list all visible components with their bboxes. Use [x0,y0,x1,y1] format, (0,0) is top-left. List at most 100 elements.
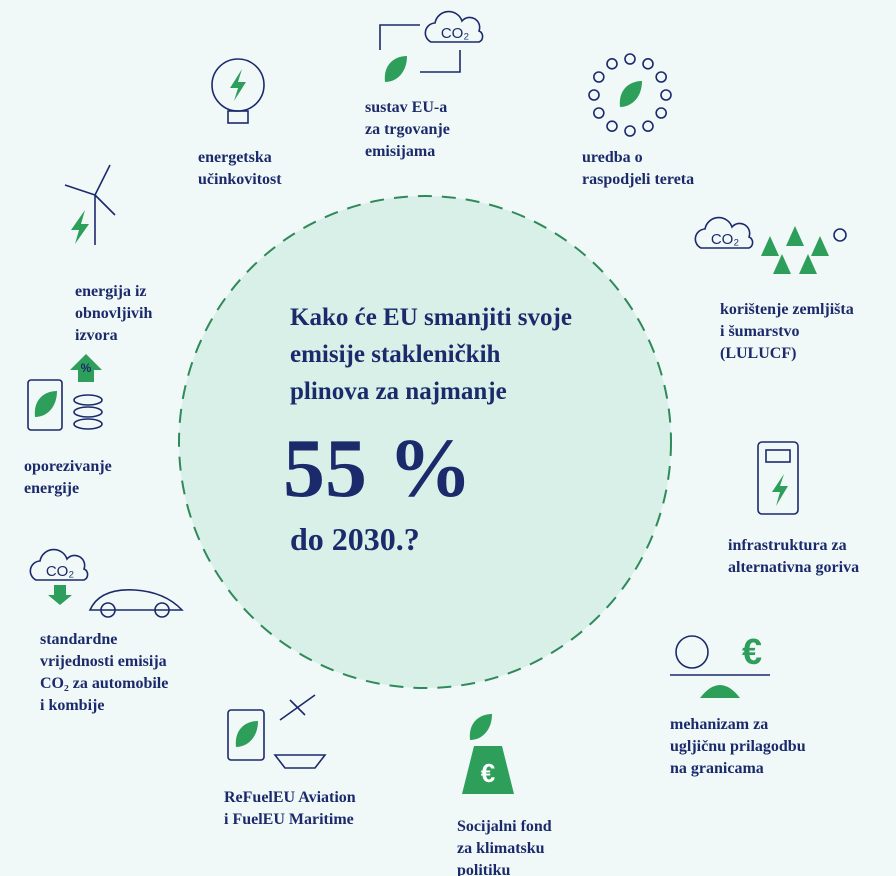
item-label: (LULUCF) [720,345,796,362]
bolt [71,210,89,244]
icon: CO₂ [694,216,847,274]
item-label: standardne [40,631,117,648]
icon: € [462,714,514,794]
item: CO₂ sustav EU-a za trgovanje emisijama [365,10,484,160]
item-label: uredba o [582,149,643,166]
center-percent: 55 % [283,422,472,515]
wheel [100,602,116,618]
item-label: učinkovitost [198,171,282,188]
icon [757,441,799,515]
leaf [619,81,642,107]
item-label: obnovljivih [75,305,152,322]
item-label: i FuelEU Maritime [224,811,354,828]
up-arrow [70,354,102,382]
item: CO₂ korištenje zemljišta i šumarstvo (LULUC… [694,216,854,362]
item-label: emisijama [365,143,435,160]
icon: CO₂ [379,10,484,82]
star [624,53,636,65]
coin [73,394,103,406]
bolt [230,69,246,101]
item: € mehanizam za ugljičnu prilagodbu na grani… [670,631,806,777]
item-label: vrijednosti emisija [40,653,167,670]
plane [279,694,316,721]
item: uredba o raspodjeli tereta [582,53,694,188]
item-label: ugljičnu prilagodbu [670,738,806,755]
item: energija iz obnovljivih izvora [64,164,152,344]
turbine [64,164,116,245]
item-label: i kombije [40,697,104,714]
arrows [379,24,461,73]
item-label: energetska [198,149,272,166]
icon-text: € [481,758,495,788]
tree [799,254,817,274]
item-label: sustav EU-a [365,99,447,116]
item-label: ReFuelEU Aviation [224,789,356,806]
star [593,71,605,83]
item: infrastruktura za alternativna goriva [728,441,859,576]
canister [227,709,265,761]
icon [211,58,265,124]
star [606,58,618,70]
star [642,120,654,132]
icon [588,53,672,137]
item: ReFuelEU Aviation i FuelEU Maritime [224,694,356,828]
tree [761,236,779,256]
icon-text: € [742,631,762,672]
leaf [235,721,258,747]
center-line: plinova za najmanje [290,378,507,405]
item-label: i šumarstvo [720,323,800,340]
star [606,120,618,132]
canister [27,379,63,431]
pump [757,441,799,515]
item-label: energije [24,480,79,497]
item-label: za trgovanje [365,121,450,138]
item-label: Socijalni fond [457,818,552,835]
star [624,125,636,137]
star [655,71,667,83]
bag [462,746,514,794]
item: energetska učinkovitost [198,58,282,188]
star [655,107,667,119]
item: CO₂ standardne vrijednosti emisija CO₂ za a… [29,548,184,714]
bulb-base [227,110,249,124]
item: € Socijalni fond za klimatsku politiku [457,714,552,876]
item: % oporezivanje energije [24,354,112,497]
item-label: energija iz [75,283,147,300]
globe [675,635,709,669]
item-label: oporezivanje [24,458,112,475]
fulcrum [700,685,740,698]
item-label: izvora [75,327,118,344]
cloud [694,216,754,249]
pump-screen [765,449,791,463]
icon-text: CO₂ [46,563,75,580]
item-label: infrastruktura za [728,537,847,554]
icon-text: CO₂ [441,25,470,42]
coin [73,406,103,418]
center-circle [178,195,672,689]
down-arrow [48,585,72,605]
items: energetska učinkovitost CO₂ sustav EU-a za t… [24,10,859,876]
center-line: Kako će EU smanjiti svoje [290,304,572,331]
icon: % [27,354,103,431]
bubble [833,228,847,242]
leaf [469,714,492,740]
star [593,107,605,119]
icon-text: CO₂ [711,231,740,248]
cloud [29,548,89,581]
wheel [154,602,170,618]
ship [273,754,327,769]
item-label: CO₂ za automobile [40,675,168,692]
icon-text: % [81,361,92,375]
tree [811,236,829,256]
item-label: korištenje zemljišta [720,301,854,318]
item-label: za klimatsku [457,840,545,857]
star [660,89,672,101]
item-label: politiku [457,862,510,876]
item-label: alternativna goriva [728,559,859,576]
item-label: mehanizam za [670,716,768,733]
icon: € [670,631,770,698]
tree [786,226,804,246]
center-text: Kako će EU smanjiti svoje emisije stakle… [283,304,572,557]
tree [773,254,791,274]
